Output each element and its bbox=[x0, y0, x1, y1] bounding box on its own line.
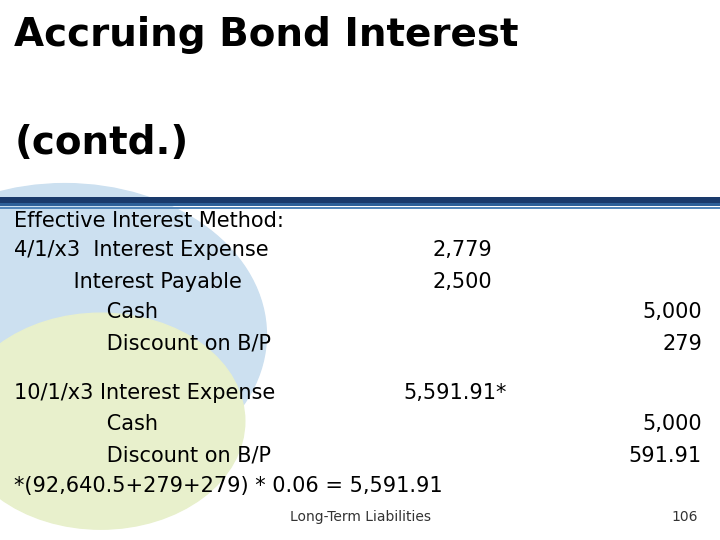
Text: Discount on B/P: Discount on B/P bbox=[14, 334, 271, 354]
Text: Long-Term Liabilities: Long-Term Liabilities bbox=[289, 510, 431, 524]
Text: Interest Payable: Interest Payable bbox=[14, 272, 242, 292]
Circle shape bbox=[0, 313, 245, 529]
Bar bbox=[0, 197, 720, 202]
Text: Cash: Cash bbox=[14, 302, 158, 322]
Text: 5,591.91*: 5,591.91* bbox=[403, 383, 507, 403]
Text: 4/1/x3  Interest Expense: 4/1/x3 Interest Expense bbox=[14, 240, 269, 260]
Text: 279: 279 bbox=[662, 334, 702, 354]
Text: 2,779: 2,779 bbox=[432, 240, 492, 260]
Text: Effective Interest Method:: Effective Interest Method: bbox=[14, 211, 284, 231]
Text: 5,000: 5,000 bbox=[642, 302, 702, 322]
Text: Cash: Cash bbox=[14, 414, 158, 434]
Bar bbox=[0, 207, 720, 209]
Text: 2,500: 2,500 bbox=[432, 272, 492, 292]
Text: 106: 106 bbox=[672, 510, 698, 524]
Bar bbox=[0, 203, 720, 206]
Text: Discount on B/P: Discount on B/P bbox=[14, 446, 271, 465]
Text: (contd.): (contd.) bbox=[14, 124, 189, 162]
Text: 5,000: 5,000 bbox=[642, 414, 702, 434]
Text: 10/1/x3 Interest Expense: 10/1/x3 Interest Expense bbox=[14, 383, 276, 403]
Circle shape bbox=[0, 184, 266, 486]
Text: Accruing Bond Interest: Accruing Bond Interest bbox=[14, 16, 519, 54]
Text: *(92,640.5+279+279) * 0.06 = 5,591.91: *(92,640.5+279+279) * 0.06 = 5,591.91 bbox=[14, 476, 443, 496]
Text: 591.91: 591.91 bbox=[629, 446, 702, 465]
